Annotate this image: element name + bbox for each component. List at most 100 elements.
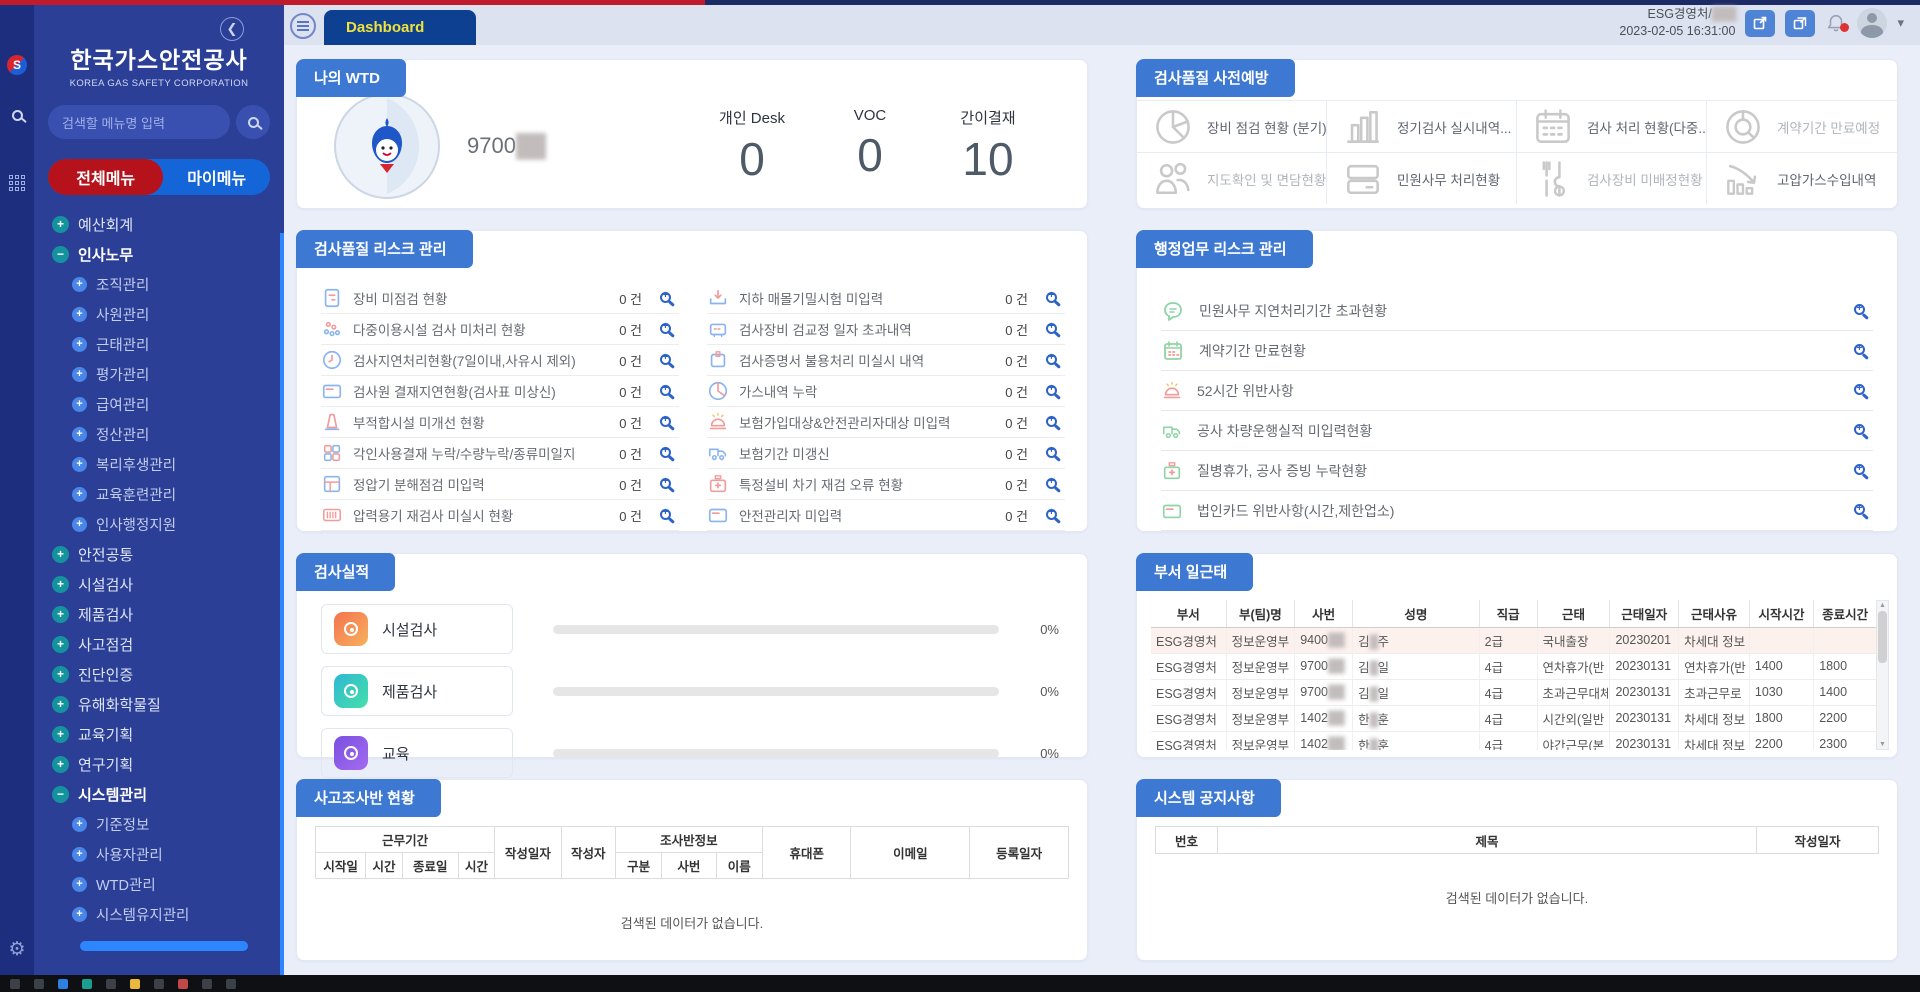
sidebar-item-13[interactable]: + 제품검사 [52, 599, 284, 629]
performance-card[interactable]: 시설검사 [321, 604, 513, 654]
apps-grid-icon[interactable] [7, 173, 27, 193]
sidebar-item-16[interactable]: + 유해화학물질 [52, 689, 284, 719]
prevention-item-6[interactable]: 검사장비 미배정현황 [1517, 152, 1707, 204]
prevention-item-3[interactable]: 계약기간 만료예정 [1707, 100, 1897, 152]
table-vertical-scrollbar[interactable]: ▲ ▼ [1876, 600, 1889, 750]
sidebar-item-4[interactable]: + 근태관리 [52, 329, 284, 359]
sidebar-item-18[interactable]: + 연구기획 [52, 749, 284, 779]
magnifier-icon[interactable] [1854, 423, 1865, 435]
taskbar-icon-1[interactable] [34, 978, 44, 989]
magnifier-icon[interactable] [660, 414, 671, 427]
sidebar-item-20[interactable]: + 기준정보 [52, 809, 284, 839]
dept-row-1[interactable]: ESG경영처 정보운영부 9700██ 김█일 4급 연차휴가(반 20230131 연차휴가… [1151, 653, 1876, 680]
magnifier-icon[interactable] [660, 476, 671, 489]
magnifier-icon[interactable] [1854, 503, 1865, 515]
performance-card[interactable]: 제품검사 [321, 666, 513, 716]
taskbar-icon-6[interactable] [154, 978, 164, 989]
dept-col-9[interactable]: 종료시간 [1813, 600, 1876, 628]
search-icon[interactable] [7, 105, 27, 125]
profile-avatar[interactable] [1857, 8, 1888, 39]
scrollbar-thumb[interactable] [1878, 611, 1887, 663]
os-taskbar[interactable] [0, 975, 1920, 992]
sidebar-item-12[interactable]: + 시설검사 [52, 569, 284, 599]
prevention-item-4[interactable]: 지도확인 및 면담현황 [1137, 152, 1327, 204]
sidebar-item-6[interactable]: + 급여관리 [52, 389, 284, 419]
magnifier-icon[interactable] [1854, 463, 1865, 475]
dept-col-1[interactable]: 부(팀)명 [1226, 600, 1296, 628]
magnifier-icon[interactable] [1854, 303, 1865, 315]
tab-dashboard[interactable]: Dashboard [324, 10, 476, 45]
sidebar-horizontal-scrollbar[interactable] [80, 941, 248, 951]
magnifier-icon[interactable] [1046, 352, 1057, 365]
counter-voc[interactable]: VOC 0 [853, 106, 887, 181]
sidebar-item-11[interactable]: + 안전공통 [52, 539, 284, 569]
menu-search-button[interactable] [236, 105, 270, 139]
sidebar-item-22[interactable]: + WTD관리 [52, 869, 284, 899]
sidebar-collapse-button[interactable]: ❮ [220, 17, 244, 41]
taskbar-icon-5[interactable] [130, 978, 140, 989]
sidebar-item-2[interactable]: + 조직관리 [52, 269, 284, 299]
taskbar-icon-9[interactable] [226, 978, 236, 989]
sidebar-item-14[interactable]: + 사고점검 [52, 629, 284, 659]
scroll-up-arrow[interactable]: ▲ [1879, 602, 1886, 609]
magnifier-icon[interactable] [1046, 476, 1057, 489]
magnifier-icon[interactable] [1046, 290, 1057, 303]
sidebar-item-17[interactable]: + 교육기획 [52, 719, 284, 749]
counter-personal-desk[interactable]: 개인 Desk 0 [719, 109, 785, 185]
taskbar-icon-2[interactable] [58, 978, 68, 989]
tab-all-menu[interactable]: 전체메뉴 [48, 159, 164, 195]
sidebar-item-1[interactable]: − 인사노무 [52, 239, 284, 269]
sidebar-vertical-scrollbar[interactable] [280, 233, 284, 975]
sidebar-item-10[interactable]: + 인사행정지원 [52, 509, 284, 539]
open-new-window-button[interactable] [1745, 9, 1776, 37]
hamburger-menu-icon[interactable] [290, 13, 316, 39]
settings-gear-icon[interactable]: ⚙ [8, 938, 26, 960]
dept-col-3[interactable]: 성명 [1352, 600, 1480, 628]
magnifier-icon[interactable] [660, 352, 671, 365]
prevention-item-7[interactable]: 고압가스수입내역 [1707, 152, 1897, 204]
dept-col-5[interactable]: 근태 [1537, 600, 1611, 628]
prevention-item-0[interactable]: 장비 점검 현황 (분기) [1137, 100, 1327, 152]
magnifier-icon[interactable] [1046, 445, 1057, 458]
open-popup-button[interactable] [1785, 9, 1816, 37]
dept-col-4[interactable]: 직급 [1479, 600, 1538, 628]
magnifier-icon[interactable] [1854, 383, 1865, 395]
sidebar-item-23[interactable]: + 시스템유지관리 [52, 899, 284, 929]
sidebar-item-21[interactable]: + 사용자관리 [52, 839, 284, 869]
sidebar-item-19[interactable]: − 시스템관리 [52, 779, 284, 809]
dept-col-8[interactable]: 시작시간 [1749, 600, 1815, 628]
dept-col-6[interactable]: 근태일자 [1609, 600, 1680, 628]
sidebar-item-0[interactable]: + 예산회계 [52, 209, 284, 239]
dept-col-2[interactable]: 사번 [1294, 600, 1354, 628]
sidebar-item-8[interactable]: + 복리후생관리 [52, 449, 284, 479]
prevention-item-2[interactable]: 검사 처리 현황(다중... [1517, 100, 1707, 152]
magnifier-icon[interactable] [1046, 507, 1057, 520]
prevention-item-5[interactable]: 민원사무 처리현황 [1327, 152, 1517, 204]
prevention-item-1[interactable]: 정기검사 실시내역... [1327, 100, 1517, 152]
tab-my-menu[interactable]: 마이메뉴 [187, 171, 247, 188]
taskbar-icon-0[interactable] [10, 978, 20, 989]
magnifier-icon[interactable] [660, 507, 671, 520]
kgs-logo-icon[interactable]: S [7, 55, 27, 75]
magnifier-icon[interactable] [1854, 343, 1865, 355]
dept-col-0[interactable]: 부서 [1151, 600, 1227, 628]
magnifier-icon[interactable] [660, 321, 671, 334]
taskbar-icon-7[interactable] [178, 978, 188, 989]
taskbar-icon-8[interactable] [202, 978, 212, 989]
magnifier-icon[interactable] [1046, 321, 1057, 334]
taskbar-icon-3[interactable] [82, 978, 92, 989]
magnifier-icon[interactable] [660, 383, 671, 396]
chevron-down-icon[interactable]: ▾ [1897, 15, 1904, 31]
scroll-down-arrow[interactable]: ▼ [1879, 741, 1886, 748]
counter-quick-approval[interactable]: 간이결재 10 [960, 109, 1016, 185]
sidebar-item-3[interactable]: + 사원관리 [52, 299, 284, 329]
magnifier-icon[interactable] [660, 445, 671, 458]
magnifier-icon[interactable] [660, 290, 671, 303]
dept-row-2[interactable]: ESG경영처 정보운영부 9700██ 김█일 4급 초과근무대체 20230131 초과근무… [1151, 679, 1876, 706]
sidebar-item-15[interactable]: + 진단인증 [52, 659, 284, 689]
notification-bell-icon[interactable] [1825, 12, 1850, 34]
dept-row-4[interactable]: ESG경영처 정보운영부 1402██ 한█훈 4급 야간근무(본 20230131 차세대 … [1151, 731, 1876, 750]
performance-card[interactable]: 교육 [321, 728, 513, 778]
dept-row-0[interactable]: ESG경영처 정보운영부 9400██ 김█주 2급 국내출장 20230201 차세대 정보 [1151, 627, 1876, 654]
sidebar-item-9[interactable]: + 교육훈련관리 [52, 479, 284, 509]
